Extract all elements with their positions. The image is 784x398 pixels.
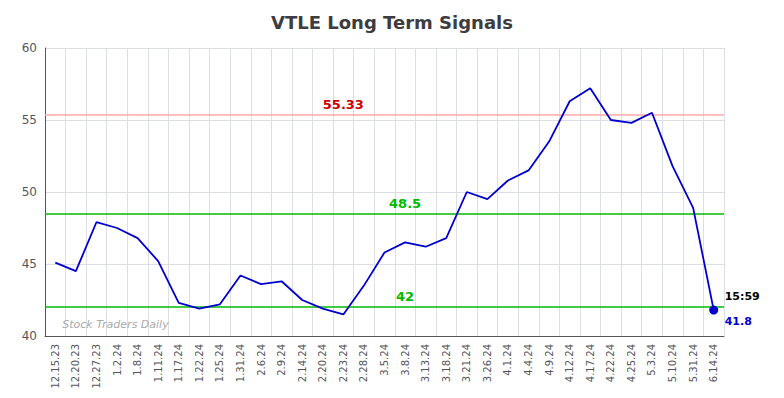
svg-text:1.11.24: 1.11.24 [153, 344, 164, 382]
svg-text:2.20.24: 2.20.24 [317, 344, 328, 382]
svg-text:VTLE Long Term Signals: VTLE Long Term Signals [271, 12, 513, 33]
svg-text:4.22.24: 4.22.24 [605, 344, 616, 382]
svg-text:Stock Traders Daily: Stock Traders Daily [62, 318, 169, 331]
svg-text:2.28.24: 2.28.24 [358, 344, 369, 382]
svg-text:60: 60 [22, 41, 37, 55]
svg-text:4.12.24: 4.12.24 [564, 344, 575, 382]
svg-text:1.17.24: 1.17.24 [173, 344, 184, 382]
svg-text:4.25.24: 4.25.24 [626, 344, 637, 382]
svg-text:4.17.24: 4.17.24 [585, 344, 596, 382]
svg-text:42: 42 [396, 289, 414, 304]
svg-text:2.6.24: 2.6.24 [256, 344, 267, 376]
svg-text:1.8.24: 1.8.24 [132, 344, 143, 376]
svg-text:5.3.24: 5.3.24 [646, 344, 657, 376]
svg-text:2.9.24: 2.9.24 [276, 344, 287, 376]
svg-text:12.20.23: 12.20.23 [70, 344, 81, 389]
svg-text:3.13.24: 3.13.24 [420, 344, 431, 382]
svg-text:5.31.24: 5.31.24 [688, 344, 699, 382]
svg-text:2.23.24: 2.23.24 [338, 344, 349, 382]
svg-text:3.18.24: 3.18.24 [441, 344, 452, 382]
svg-text:55.33: 55.33 [323, 97, 364, 112]
svg-text:48.5: 48.5 [389, 196, 421, 211]
svg-text:12.27.23: 12.27.23 [91, 344, 102, 389]
svg-text:5.10.24: 5.10.24 [667, 344, 678, 382]
svg-text:4.9.24: 4.9.24 [544, 344, 555, 376]
svg-text:1.31.24: 1.31.24 [235, 344, 246, 382]
svg-text:1.2.24: 1.2.24 [112, 344, 123, 376]
svg-text:1.22.24: 1.22.24 [194, 344, 205, 382]
svg-text:4.1.24: 4.1.24 [502, 344, 513, 376]
svg-text:45: 45 [22, 257, 37, 271]
svg-text:15:59: 15:59 [725, 290, 760, 303]
svg-text:3.5.24: 3.5.24 [379, 344, 390, 376]
svg-text:3.26.24: 3.26.24 [482, 344, 493, 382]
svg-text:3.21.24: 3.21.24 [461, 344, 472, 382]
svg-text:55: 55 [22, 113, 37, 127]
svg-text:41.8: 41.8 [725, 315, 752, 328]
svg-text:12.15.23: 12.15.23 [50, 344, 61, 389]
svg-text:6.14.24: 6.14.24 [708, 344, 719, 382]
svg-text:1.25.24: 1.25.24 [214, 344, 225, 382]
svg-text:40: 40 [22, 329, 37, 343]
svg-text:2.14.24: 2.14.24 [297, 344, 308, 382]
svg-text:4.4.24: 4.4.24 [523, 344, 534, 376]
svg-text:50: 50 [22, 185, 37, 199]
svg-text:3.8.24: 3.8.24 [400, 344, 411, 376]
